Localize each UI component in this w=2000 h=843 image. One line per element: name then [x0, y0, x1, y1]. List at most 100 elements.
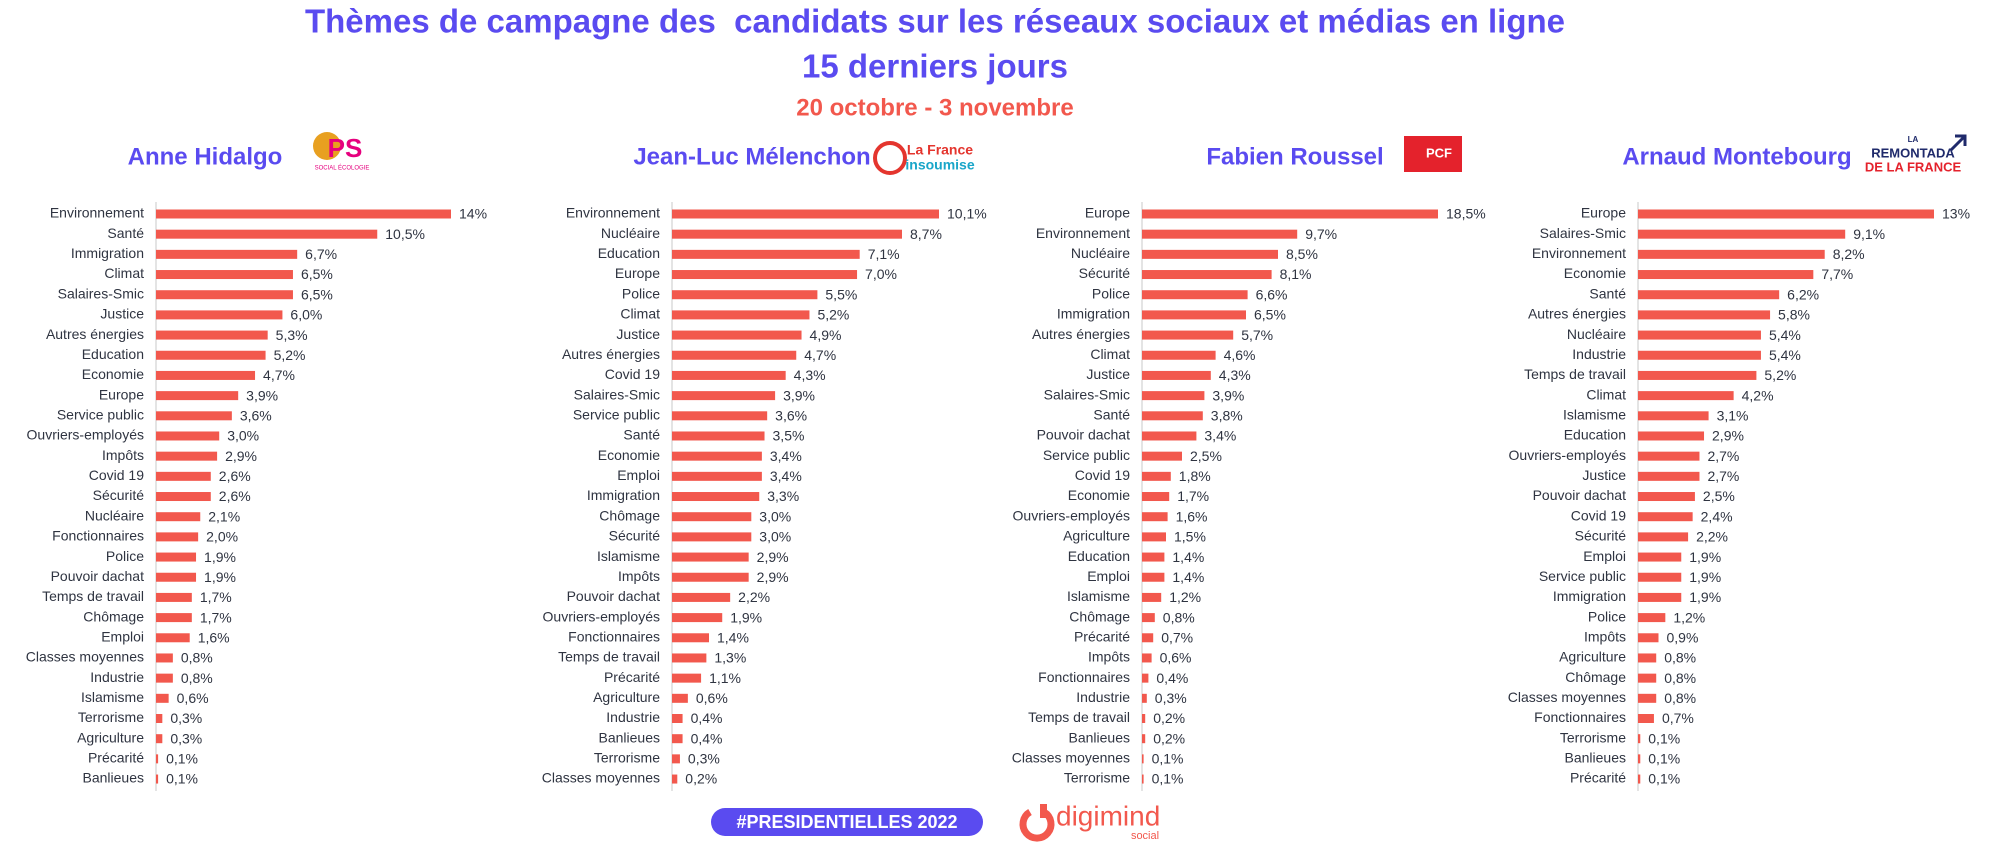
bar — [672, 290, 818, 300]
bar — [1638, 633, 1659, 643]
value-label: 14% — [459, 206, 487, 222]
value-label: 0,3% — [688, 751, 720, 767]
category-label: Justice — [616, 326, 660, 342]
category-label: Sécurité — [609, 528, 661, 544]
value-label: 0,3% — [170, 710, 202, 726]
bar — [156, 350, 266, 360]
value-label: 0,8% — [1664, 670, 1696, 686]
category-label: Justice — [1582, 467, 1626, 483]
category-label: Pouvoir dachat — [51, 568, 145, 584]
value-label: 4,9% — [810, 327, 842, 343]
value-label: 4,3% — [794, 367, 826, 383]
bar — [672, 633, 710, 643]
value-label: 5,3% — [276, 327, 308, 343]
category-label: Immigration — [71, 245, 144, 261]
value-label: 0,1% — [1152, 771, 1184, 787]
bar — [1142, 431, 1197, 441]
category-label: Précarité — [1074, 628, 1130, 644]
bar — [672, 270, 858, 280]
category-label: Pouvoir dachat — [1533, 487, 1627, 503]
category-label: Economie — [598, 447, 660, 463]
value-label: 1,9% — [1689, 549, 1721, 565]
value-label: 0,8% — [1664, 690, 1696, 706]
logo-shape — [313, 132, 341, 160]
logo-text: LA — [1908, 135, 1919, 144]
category-label: Santé — [1589, 285, 1626, 301]
value-label: 4,6% — [1224, 347, 1256, 363]
category-label: Pouvoir dachat — [1037, 427, 1131, 443]
bar — [156, 411, 232, 421]
value-label: 0,6% — [177, 690, 209, 706]
value-label: 1,4% — [717, 629, 749, 645]
category-label: Chômage — [599, 507, 660, 523]
value-label: 1,7% — [200, 589, 232, 605]
value-label: 5,8% — [1778, 307, 1810, 323]
value-label: 1,6% — [198, 629, 230, 645]
bar — [672, 754, 680, 764]
category-label: Fonctionnaires — [52, 528, 144, 544]
value-label: 0,3% — [170, 730, 202, 746]
value-label: 1,4% — [1172, 569, 1204, 585]
category-label: Climat — [620, 306, 660, 322]
bar — [1142, 229, 1298, 239]
category-label: Service public — [1539, 568, 1626, 584]
bar — [156, 673, 173, 683]
category-label: Economie — [1564, 265, 1626, 281]
bar — [1638, 714, 1654, 723]
bar — [156, 754, 159, 764]
value-label: 1,7% — [1177, 488, 1209, 504]
bar — [1638, 492, 1695, 502]
bar — [1142, 714, 1146, 723]
value-label: 1,6% — [1176, 508, 1208, 524]
logo-text: insoumise — [905, 157, 974, 173]
value-label: 0,4% — [691, 710, 723, 726]
bar — [156, 471, 211, 481]
bar — [1638, 754, 1641, 764]
category-label: Sécurité — [1575, 528, 1627, 544]
bar — [156, 270, 293, 280]
bar — [1142, 310, 1246, 320]
bar — [672, 653, 707, 663]
category-label: Education — [1564, 427, 1626, 443]
value-label: 0,2% — [1153, 710, 1185, 726]
bar — [1638, 774, 1641, 784]
bar — [672, 370, 786, 380]
category-label: Justice — [100, 306, 144, 322]
category-label: Banlieues — [1565, 750, 1627, 766]
value-label: 8,1% — [1280, 266, 1312, 282]
logo-text: SOCIAL ÉCOLOGIE — [315, 165, 370, 172]
category-label: Europe — [99, 386, 144, 402]
bar — [1142, 370, 1211, 380]
value-label: 0,8% — [1163, 609, 1195, 625]
bar — [672, 613, 723, 623]
value-label: 1,2% — [1169, 589, 1201, 605]
value-label: 0,2% — [685, 771, 717, 787]
category-label: Economie — [82, 366, 144, 382]
bar — [1142, 391, 1205, 401]
value-label: 3,0% — [759, 529, 791, 545]
category-label: Autres énergies — [46, 326, 144, 342]
value-label: 7,1% — [868, 246, 900, 262]
bar — [1638, 229, 1846, 239]
logo-text: DE LA FRANCE — [1865, 159, 1962, 174]
category-label: Islamisme — [597, 548, 660, 564]
value-label: 4,7% — [804, 347, 836, 363]
value-label: 2,2% — [738, 589, 770, 605]
value-label: 0,6% — [1160, 650, 1192, 666]
title-line: Thèmes de campagne des candidats sur les… — [305, 3, 1565, 40]
category-label: Classes moyennes — [1508, 689, 1626, 705]
bar — [672, 714, 683, 723]
bar — [672, 350, 797, 360]
bar — [156, 249, 298, 259]
value-label: 0,1% — [166, 751, 198, 767]
bar — [156, 592, 192, 602]
bar — [1638, 592, 1682, 602]
value-label: 2,9% — [1712, 428, 1744, 444]
bar — [1638, 370, 1757, 380]
category-label: Nucléaire — [1071, 245, 1130, 261]
category-label: Chômage — [1565, 669, 1626, 685]
category-label: Impôts — [618, 568, 660, 584]
category-label: Temps de travail — [42, 588, 144, 604]
value-label: 3,0% — [759, 508, 791, 524]
value-label: 0,4% — [1156, 670, 1188, 686]
